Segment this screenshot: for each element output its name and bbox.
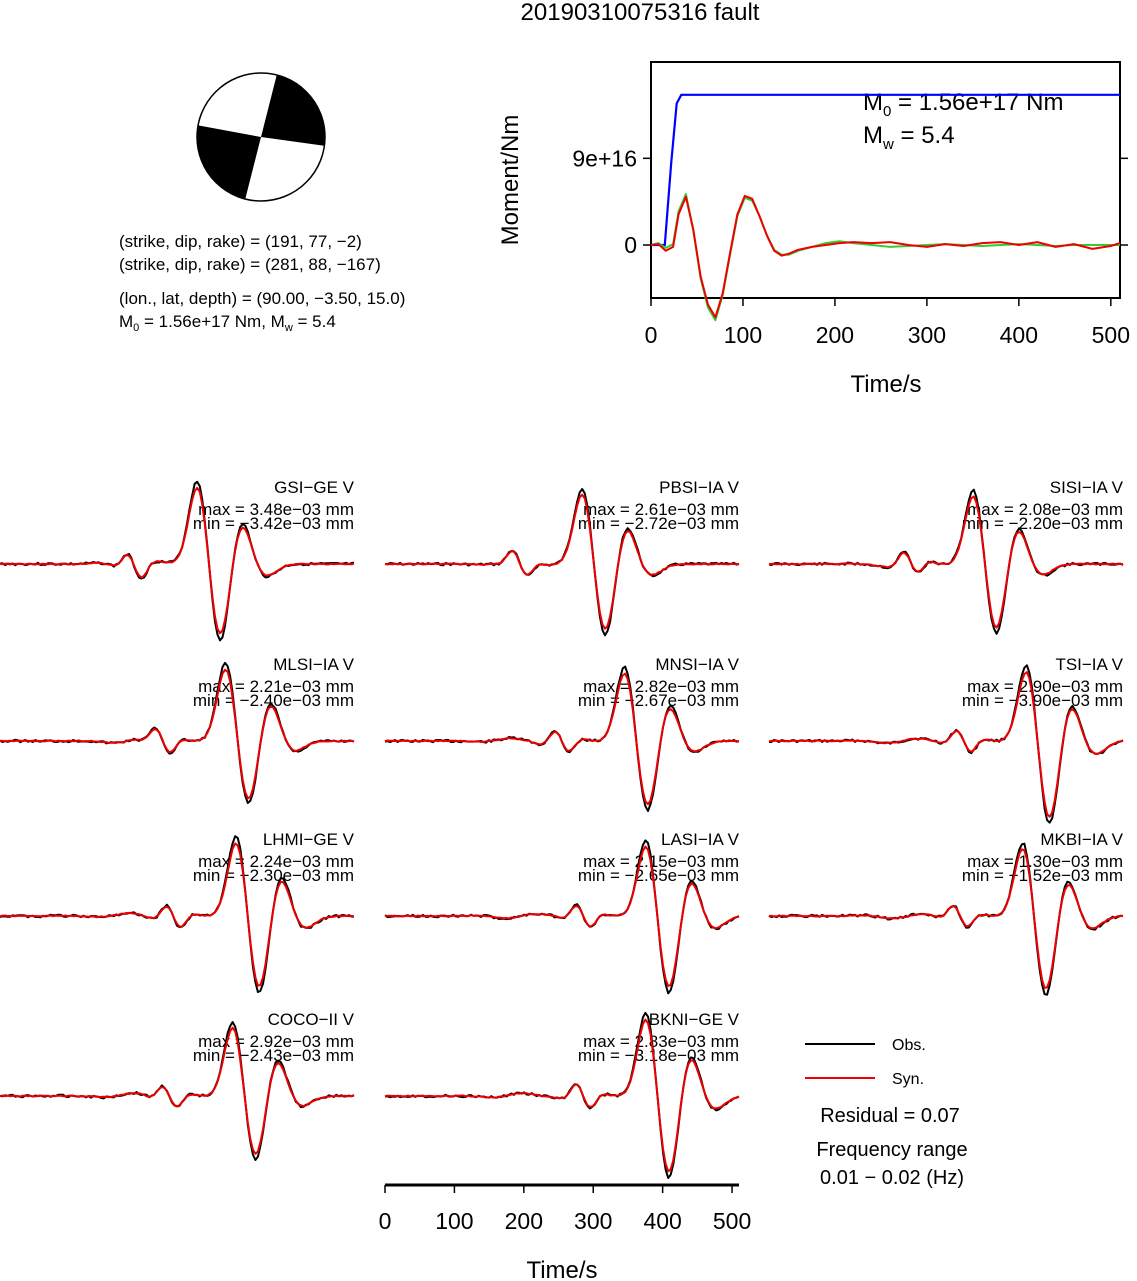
station-max: max = 1.30e−03 mm	[967, 852, 1123, 871]
location-text: (lon., lat, depth) = (90.00, −3.50, 15.0…	[119, 289, 405, 308]
synthetic-waveform	[769, 848, 1124, 989]
station-min: min = −3.42e−03 mm	[193, 514, 354, 533]
moment-x-tick-label: 200	[816, 322, 854, 348]
synthetic-waveform	[0, 486, 355, 635]
station-min: min = −2.65e−03 mm	[578, 866, 739, 885]
station-max: max = 2.90e−03 mm	[967, 677, 1123, 696]
station-max: max = 2.61e−03 mm	[583, 500, 739, 519]
frequency-range-value: 0.01 − 0.02 (Hz)	[820, 1167, 964, 1189]
m0-annotation: M0 = 1.56e+17 Nm	[863, 89, 1063, 120]
station-name: MLSI−IA V	[273, 655, 354, 674]
legend-obs-label: Obs.	[892, 1037, 926, 1054]
waveform-x-tick-label: 500	[713, 1208, 751, 1234]
mw-annotation: Mw = 5.4	[863, 122, 955, 153]
station-min: min = −2.30e−03 mm	[193, 866, 354, 885]
station-max: max = 2.15e−03 mm	[583, 852, 739, 871]
station-max: max = 3.48e−03 mm	[198, 500, 354, 519]
waveform-x-tick-label: 400	[643, 1208, 681, 1234]
station-name: SISI−IA V	[1050, 478, 1124, 497]
synthetic-waveform	[384, 493, 740, 630]
station-name: TSI−IA V	[1055, 655, 1123, 674]
station-min: min = −1.52e−03 mm	[962, 866, 1123, 885]
frequency-range-label: Frequency range	[816, 1139, 967, 1161]
synthetic-waveform	[384, 672, 740, 806]
moment-y-tick-label: 9e+16	[572, 145, 637, 171]
focal-mechanism-beachball	[196, 72, 326, 202]
synthetic-waveform	[768, 671, 1124, 818]
synthetic-waveform	[768, 495, 1124, 629]
waveform-x-tick-label: 200	[505, 1208, 543, 1234]
moment-y-tick-label: 0	[624, 232, 637, 258]
synthetic-waveform	[0, 668, 355, 800]
waveform-time-axis: Time/s 0 100 200 300 400 500	[379, 1183, 751, 1281]
waveform-x-label: Time/s	[526, 1257, 597, 1281]
plane2-text: (strike, dip, rake) = (281, 88, −167)	[119, 255, 381, 274]
moment-rate-green-line	[650, 193, 1120, 322]
station-name: LASI−IA V	[661, 830, 740, 849]
station-name: GSI−GE V	[274, 478, 354, 497]
waveform-x-tick-label: 300	[574, 1208, 612, 1234]
station-max: max = 2.24e−03 mm	[198, 852, 354, 871]
moment-plot-frame	[650, 61, 1121, 299]
moment-rate-red-line	[650, 194, 1121, 319]
station-max: max = 2.08e−03 mm	[967, 500, 1123, 519]
station-min: min = −3.90e−03 mm	[962, 691, 1123, 710]
waveform-x-tick-label: 0	[379, 1208, 392, 1234]
station-name: MNSI−IA V	[655, 655, 739, 674]
station-name: COCO−II V	[268, 1010, 355, 1029]
station-max: max = 2.83e−03 mm	[583, 1032, 739, 1051]
synthetic-waveform	[0, 842, 355, 987]
station-name: MKBI−IA V	[1040, 830, 1123, 849]
legend: Obs. Syn.	[805, 1037, 926, 1088]
station-name: PBSI−IA V	[659, 478, 740, 497]
station-min: min = −2.43e−03 mm	[193, 1046, 354, 1065]
waveform-x-tick-label: 100	[435, 1208, 473, 1234]
moment-x-tick-label: 500	[1092, 322, 1130, 348]
figure-title: 20190310075316 fault	[521, 0, 760, 26]
station-max: max = 2.21e−03 mm	[198, 677, 354, 696]
synthetic-waveform	[384, 1018, 740, 1173]
legend-syn-label: Syn.	[892, 1071, 924, 1088]
plane1-text: (strike, dip, rake) = (191, 77, −2)	[119, 232, 362, 251]
moment-x-tick-label: 300	[908, 322, 946, 348]
station-min: min = −3.18e−03 mm	[578, 1046, 739, 1065]
synthetic-waveform	[0, 1026, 355, 1155]
moment-x-tick-label: 100	[724, 322, 762, 348]
moment-x-label: Time/s	[850, 371, 921, 398]
station-name: LHMI−GE V	[263, 830, 355, 849]
station-max: max = 2.82e−03 mm	[583, 677, 739, 696]
station-min: min = −2.67e−03 mm	[578, 691, 739, 710]
moment-x-tick-label: 0	[645, 322, 658, 348]
moment-x-tick-label: 400	[1000, 322, 1038, 348]
moment-text: M0 = 1.56e+17 Nm, Mw = 5.4	[119, 312, 336, 334]
synthetic-waveform	[384, 845, 740, 987]
moment-rate-plot: Moment/Nm Time/s M0 = 1.56e+17 Nm Mw = 5…	[497, 61, 1130, 398]
residual-text: Residual = 0.07	[820, 1105, 960, 1127]
station-name: BKNI−GE V	[649, 1010, 740, 1029]
station-min: min = −2.20e−03 mm	[962, 514, 1123, 533]
moment-y-label: Moment/Nm	[497, 115, 524, 246]
station-min: min = −2.72e−03 mm	[578, 514, 739, 533]
